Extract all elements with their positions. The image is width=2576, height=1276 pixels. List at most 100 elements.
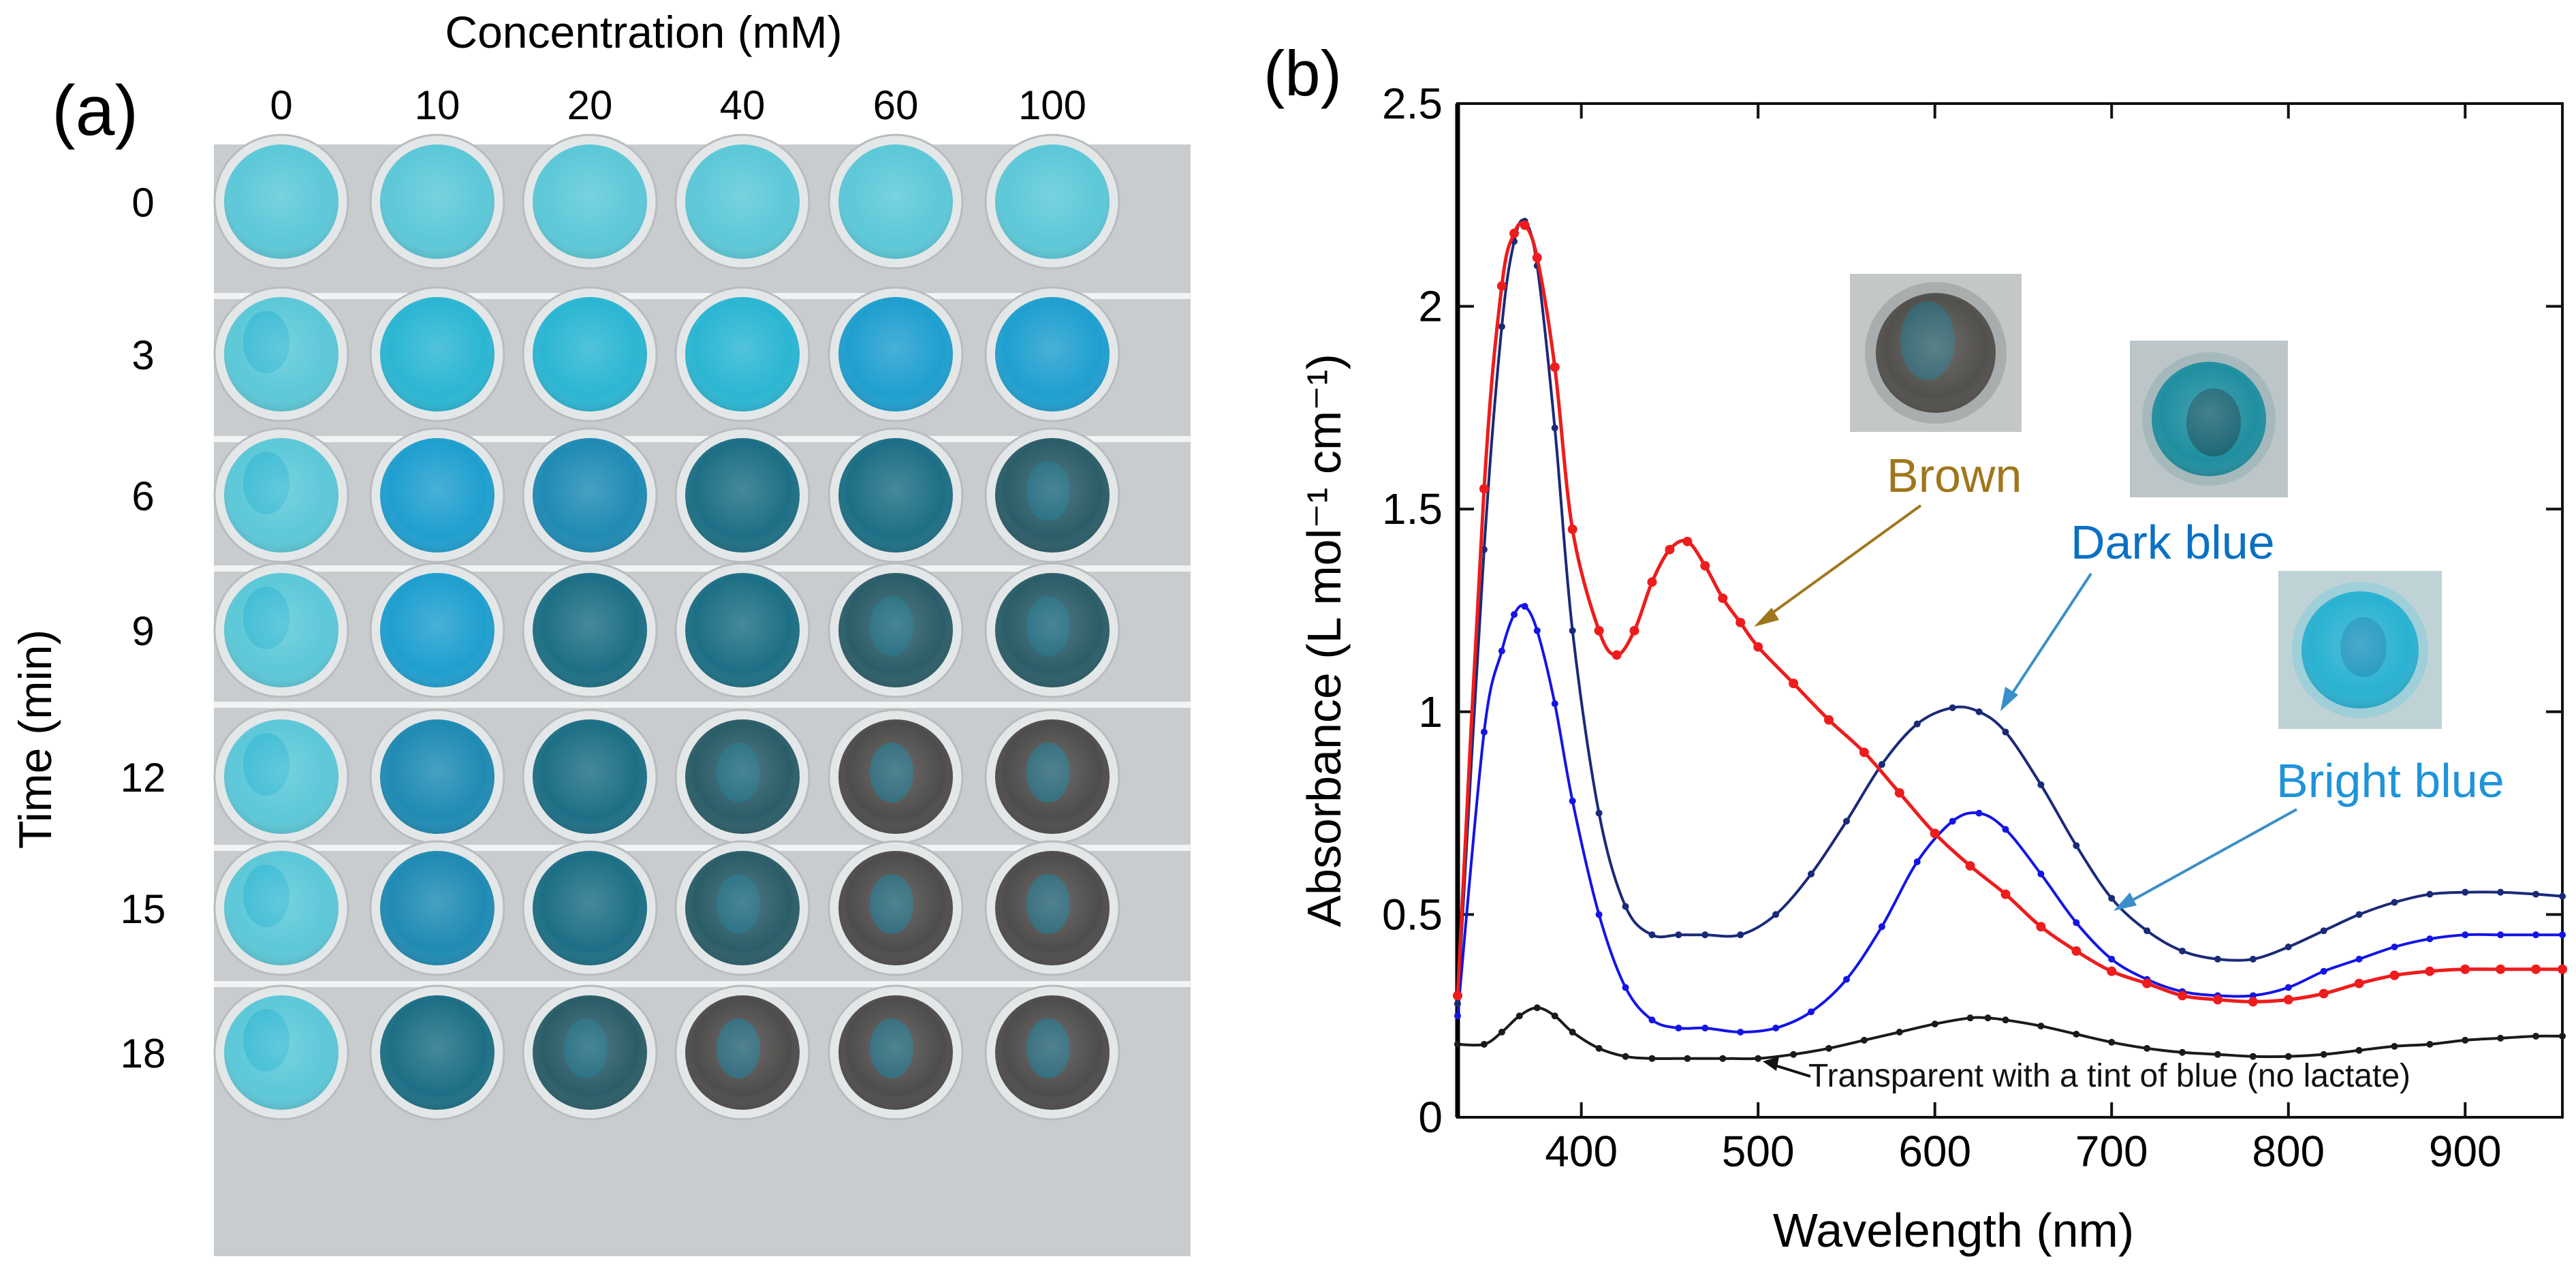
time-label: 15: [121, 886, 166, 932]
panel-b-absorbance-chart: (b) Absorbance (L mol⁻¹ cm⁻¹) Wavelength…: [1263, 37, 2567, 1257]
x-tick-label: 500: [1722, 1127, 1795, 1176]
series-brown: [1453, 220, 2567, 1007]
data-point: [2000, 889, 2011, 899]
plate-divider: [214, 845, 1191, 851]
data-point: [2462, 1036, 2469, 1044]
data-point: [1612, 650, 1622, 660]
well: [522, 709, 658, 845]
data-point: [2108, 1038, 2116, 1046]
data-point: [2283, 995, 2293, 1005]
data-point: [1551, 700, 1558, 707]
well: [213, 840, 349, 976]
well: [522, 286, 658, 422]
well: [369, 286, 505, 422]
data-point: [1860, 1036, 1868, 1044]
data-point: [2073, 919, 2080, 927]
data-point: [2143, 1044, 2151, 1052]
data-point: [1498, 647, 1505, 655]
data-point: [1930, 828, 1940, 839]
well: [674, 984, 811, 1121]
data-point: [2462, 931, 2469, 939]
data-point: [1789, 679, 1799, 689]
data-point: [1966, 1014, 1974, 1022]
arrow-dark-blue: [2005, 572, 2092, 704]
data-point: [1551, 1012, 1558, 1020]
data-point: [2248, 997, 2258, 1007]
data-point: [1878, 923, 1885, 931]
data-point: [1648, 1016, 1656, 1024]
well: [674, 427, 811, 563]
data-point: [1595, 809, 1603, 817]
data-point: [1735, 617, 1746, 627]
data-point: [1737, 931, 1744, 939]
concentration-label: 100: [1018, 82, 1086, 128]
data-point: [1480, 1040, 1488, 1048]
data-point: [2036, 922, 2046, 932]
well: [522, 840, 658, 976]
data-point: [1454, 1040, 1461, 1048]
arrow-no-lactate: [1770, 1063, 1811, 1078]
data-point: [2532, 1032, 2540, 1040]
data-point: [1913, 720, 1921, 728]
x-tick-label: 400: [1545, 1127, 1618, 1176]
well: [984, 134, 1120, 270]
data-point: [2002, 826, 2009, 833]
data-point: [2037, 1023, 2045, 1030]
well: [369, 984, 505, 1121]
time-label: 18: [121, 1031, 166, 1076]
data-point: [1520, 220, 1530, 230]
arrow-bright-blue-head: [2114, 892, 2137, 911]
data-point: [1595, 911, 1603, 918]
data-point: [2319, 989, 2329, 999]
data-point: [2073, 1030, 2080, 1038]
well: [522, 984, 658, 1121]
x-tick-label: 600: [1898, 1127, 1971, 1176]
data-point: [1629, 625, 1639, 636]
arrow-dark-blue-head: [2000, 687, 2018, 711]
data-point: [1737, 1029, 1744, 1036]
panel-b-label: (b): [1263, 37, 1342, 109]
data-point: [1894, 788, 1904, 798]
well: [984, 840, 1120, 976]
arrow-brown-head: [1754, 608, 1779, 627]
well: [369, 562, 505, 698]
data-point: [2179, 1048, 2186, 1056]
data-point: [1454, 1000, 1461, 1008]
data-point: [1551, 424, 1558, 432]
data-point: [1498, 1029, 1505, 1036]
data-point: [1701, 1025, 1709, 1032]
plate-divider: [214, 981, 1191, 987]
data-point: [1675, 931, 1682, 939]
y-tick-label: 1.5: [1382, 484, 1443, 533]
annotation-dark-blue: Dark blue: [2071, 516, 2275, 569]
annotation-no-lactate: Transparent with a tint of blue (no lact…: [1808, 1058, 2410, 1094]
panel-a-label: (a): [52, 72, 138, 151]
data-point: [1511, 610, 1518, 618]
time-label: 9: [131, 608, 154, 654]
data-point: [1622, 984, 1629, 991]
well: [213, 709, 349, 845]
data-point: [1521, 603, 1528, 610]
data-point: [2531, 964, 2541, 974]
well: [828, 709, 964, 845]
time-label: 0: [131, 180, 154, 225]
data-point: [2284, 984, 2292, 991]
data-point: [2532, 890, 2540, 898]
data-point: [2497, 931, 2504, 939]
data-point: [2460, 964, 2470, 974]
data-point: [2496, 964, 2506, 974]
x-tick-label: 900: [2429, 1127, 2502, 1176]
data-point: [2108, 955, 2116, 963]
data-point: [1569, 1029, 1576, 1036]
data-point: [1772, 1025, 1780, 1032]
well: [522, 134, 658, 270]
plate-divider: [214, 565, 1191, 572]
data-point: [1965, 860, 1975, 871]
data-point: [1594, 625, 1604, 636]
well: [828, 134, 964, 270]
x-axis-label: Wavelength (nm): [1773, 1204, 2134, 1257]
data-point: [2425, 966, 2435, 976]
data-point: [1533, 1004, 1541, 1012]
well: [984, 709, 1120, 845]
